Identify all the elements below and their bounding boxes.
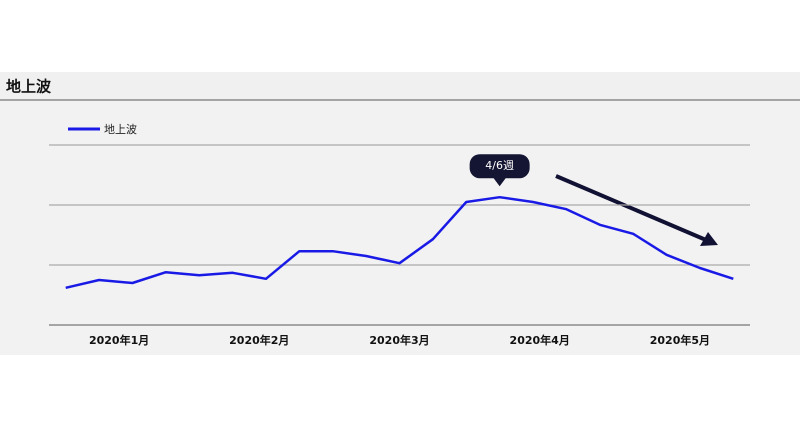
x-tick-label: 2020年3月 [369, 333, 429, 347]
callout-bubble [469, 154, 530, 187]
x-tick-label: 2020年4月 [510, 333, 570, 347]
line-series [65, 195, 734, 290]
trend-arrow [555, 174, 718, 246]
legend-label: 地上波 [104, 123, 137, 136]
chart-title: 地上波 [6, 78, 52, 96]
callout-label: 4/6週 [485, 159, 514, 172]
x-tick-label: 2020年2月 [229, 333, 289, 347]
header-band [0, 72, 800, 100]
plot-background [0, 101, 800, 355]
x-tick-label: 2020年1月 [89, 333, 149, 347]
x-tick-label: 2020年5月 [650, 333, 710, 347]
